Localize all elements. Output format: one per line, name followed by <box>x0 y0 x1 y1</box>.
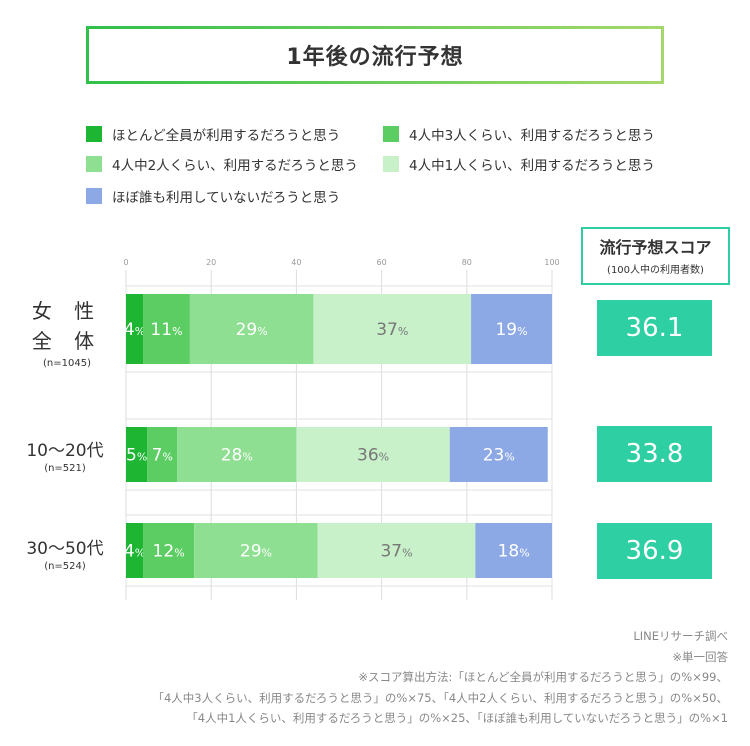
tick-label: 100 <box>544 258 559 267</box>
data-label: 4% <box>124 320 145 340</box>
score-header: 流行予想スコア (100人中の利用者数) <box>581 227 730 285</box>
row-label-line2: 全 体 <box>31 329 103 353</box>
bar-segment <box>126 427 148 482</box>
tick-label: 0 <box>123 258 128 267</box>
data-label: 29% <box>240 542 272 562</box>
row-n: (n=1045) <box>43 358 91 369</box>
data-label: 5% <box>126 446 147 466</box>
legend-item-quarter: 4人中1人くらい、利用するだろうと思う <box>383 154 655 174</box>
row-label-30-50s: 30～50代 (n=524) <box>18 534 112 572</box>
data-label: 36% <box>357 446 389 466</box>
data-label: 23% <box>483 446 515 466</box>
bar-segment <box>313 294 472 364</box>
legend-label: 4人中3人くらい、利用するだろうと思う <box>409 128 655 144</box>
footer-method-3: 「4人中1人くらい、利用するだろうと思う」の%×25、「ほぼ誰も利用していないだ… <box>186 711 728 725</box>
legend-swatch <box>86 156 102 172</box>
footer-source: LINEリサーチ調べ <box>633 629 728 643</box>
data-label: 19% <box>495 320 527 340</box>
legend-swatch <box>86 188 102 204</box>
score-header-title: 流行予想スコア <box>599 238 712 257</box>
footer-notes: LINEリサーチ調べ ※単一回答 ※スコア算出方法:「ほとんど全員が利用するだろ… <box>152 626 728 729</box>
bar-segment <box>475 523 552 578</box>
bar-segment <box>471 294 552 364</box>
bar-segment <box>177 427 297 482</box>
bar-segment <box>317 523 476 578</box>
bar-segment <box>296 427 450 482</box>
chart-title: 1年後の流行予想 <box>286 45 464 70</box>
bar-segment <box>143 294 190 364</box>
legend-label: ほぼ誰も利用していないだろうと思う <box>112 190 341 206</box>
footer-note: ※単一回答 <box>672 649 728 664</box>
row-label-text: 10～20代 <box>26 441 104 461</box>
legend-swatch <box>86 126 102 142</box>
legend-swatch <box>383 156 399 172</box>
data-label: 12% <box>153 542 185 562</box>
row-n: (n=524) <box>44 561 86 572</box>
footer-method-2: 「4人中3人くらい、利用するだろうと思う」の%×75、「4人中2人くらい、利用す… <box>152 690 728 705</box>
data-label: 11% <box>150 320 182 340</box>
legend-item-none: ほぼ誰も利用していないだろうと思う <box>86 186 340 206</box>
legend-label: ほとんど全員が利用するだろうと思う <box>112 128 341 144</box>
data-label: 37% <box>380 542 412 562</box>
row-label-line1: 女 性 <box>31 299 103 323</box>
data-label: 7% <box>152 446 173 466</box>
bar-segment <box>147 427 178 482</box>
legend-swatch <box>383 126 399 142</box>
legend-label: 4人中2人くらい、利用するだろうと思う <box>112 158 358 174</box>
tick-label: 60 <box>377 258 387 267</box>
footer-method-1: ※スコア算出方法:「ほとんど全員が利用するだろうと思う」の%×99、 <box>358 670 728 684</box>
data-label: 28% <box>221 446 253 466</box>
legend-label: 4人中1人くらい、利用するだろうと思う <box>409 158 655 174</box>
legend-item-three-quarters: 4人中3人くらい、利用するだろうと思う <box>383 124 655 144</box>
bar-segment <box>143 523 195 578</box>
data-label: 37% <box>376 320 408 340</box>
title-frame: 1年後の流行予想 <box>86 26 664 84</box>
bar-segment <box>189 294 314 364</box>
row-label-10-20s: 10～20代 (n=521) <box>18 436 112 474</box>
score-header-subtitle: (100人中の利用者数) <box>607 265 704 276</box>
tick-label: 40 <box>291 258 301 267</box>
row-n: (n=521) <box>44 463 86 474</box>
row-label-women-all: 女 性 全 体 (n=1045) <box>22 296 112 369</box>
bar-segment <box>126 294 144 364</box>
row-label-text: 30～50代 <box>26 539 104 559</box>
legend-item-all: ほとんど全員が利用するだろうと思う <box>86 124 340 144</box>
score-10-20s: 33.8 <box>597 426 712 482</box>
bar-segment <box>449 427 548 482</box>
tick-label: 80 <box>462 258 472 267</box>
data-label: 18% <box>498 542 530 562</box>
data-label: 29% <box>236 320 268 340</box>
tick-label: 20 <box>206 258 216 267</box>
data-label: 4% <box>124 542 145 562</box>
legend-item-half: 4人中2人くらい、利用するだろうと思う <box>86 154 358 174</box>
bar-segment <box>126 523 144 578</box>
score-women-all: 36.1 <box>597 300 712 356</box>
score-30-50s: 36.9 <box>597 523 712 579</box>
bar-segment <box>194 523 318 578</box>
